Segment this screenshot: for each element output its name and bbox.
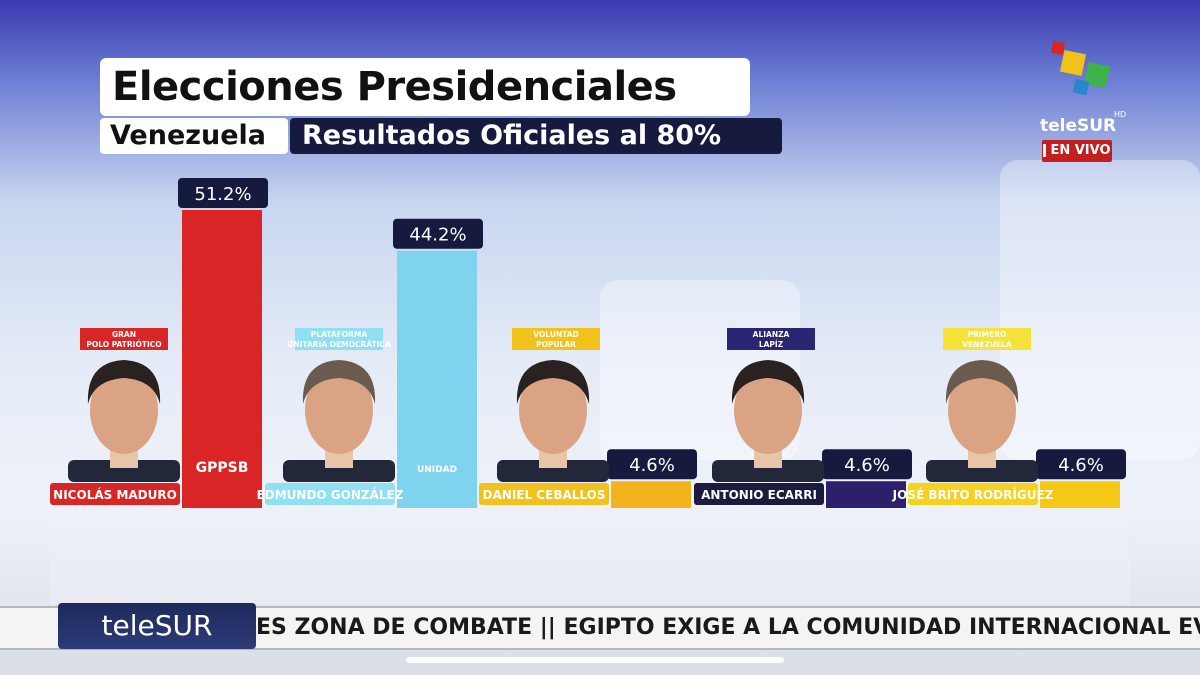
candidate-hair [945,360,1019,404]
candidate-suit [712,460,824,482]
candidate-hair [516,360,590,404]
party-name: PLATAFORMA [311,330,368,339]
value-label-box [393,218,483,249]
bar [1040,481,1120,508]
country-label: Venezuela [100,118,288,154]
candidate-face [519,366,587,454]
results-label: Resultados Oficiales al 80% [290,118,782,154]
floor-reflection [50,512,1130,604]
name-plate [908,483,1038,505]
candidate-suit [283,460,395,482]
party-logo: UNIDAD [417,465,457,475]
party-logo: GPPSB [196,460,249,476]
candidate-face [734,366,802,454]
party-tag [80,328,168,350]
ticker-logo: teleSUR [58,603,256,649]
party-name: POPULAR [536,340,576,349]
candidate-name: JOSÉ BRITO RODRÍGUEZ [892,487,1054,502]
candidate-hair [731,360,805,404]
bar [611,481,691,508]
party-name: PRIMERO [968,330,1007,339]
value-label: 4.6% [844,455,890,476]
value-label: 44.2% [409,225,466,246]
value-label: 4.6% [1058,455,1104,476]
party-name: GRAN [112,330,136,339]
value-label-box [607,449,697,480]
party-name: ALIANZA [753,330,790,339]
name-plate [479,483,609,505]
party-tag [295,328,383,350]
page-title: Elecciones Presidenciales [100,58,750,116]
ticker-text: ES ZONA DE COMBATE || EGIPTO EXIGE A LA … [256,615,1200,640]
candidate-suit [497,460,609,482]
candidate-face [948,366,1016,454]
party-tag [512,328,600,350]
value-label-box [178,178,268,208]
name-plate [694,483,824,505]
candidate-name: NICOLÁS MADURO [53,487,177,502]
party-tag [943,328,1031,350]
bar [397,250,477,508]
party-tag [727,328,815,350]
value-label: 4.6% [629,455,675,476]
name-plate [50,483,180,505]
background-panel [1000,160,1200,460]
home-indicator[interactable] [406,657,784,663]
candidate-suit [926,460,1038,482]
live-badge: EN VIVO [1042,140,1112,162]
candidate-face [305,366,373,454]
bar [182,210,262,508]
party-name: VOLUNTAD [533,330,579,339]
hd-badge: HD [1114,110,1127,119]
channel-name: teleSUR [1040,116,1117,136]
value-label: 51.2% [194,184,251,205]
candidate-name: ANTONIO ECARRI [701,488,817,502]
candidate-name: EDMUNDO GONZÁLEZ [257,487,404,502]
value-label-box [822,449,912,480]
party-name: UNITARIA DEMOCRÁTICA [287,340,391,349]
name-plate [265,483,395,505]
value-label-box [1036,449,1126,480]
party-name: LAPÍZ [759,340,784,349]
candidate-suit [68,460,180,482]
party-name: VENEZUELA [962,340,1012,349]
candidate-hair [87,360,161,404]
candidate-hair [302,360,376,404]
candidate-name: DANIEL CEBALLOS [483,488,606,502]
bar [826,481,906,508]
candidate-face [90,366,158,454]
party-name: POLO PATRIÓTICO [86,340,161,349]
live-label: EN VIVO [1050,143,1111,158]
